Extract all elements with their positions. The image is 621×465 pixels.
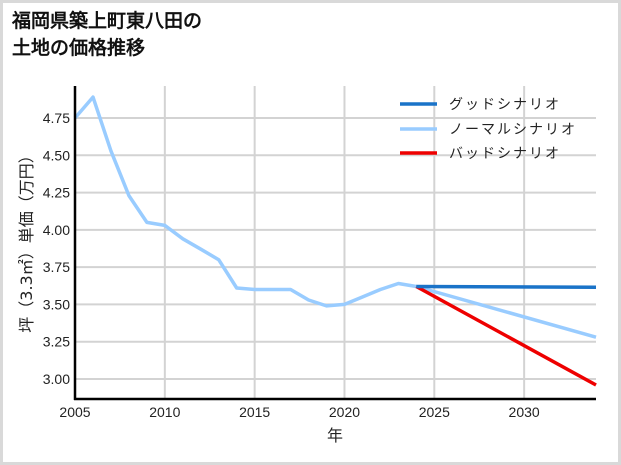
y-tick-label: 4.75	[43, 110, 70, 126]
series-line-1	[73, 95, 597, 339]
x-tick-label: 2005	[59, 404, 90, 420]
legend-label: グッドシナリオ	[449, 97, 561, 113]
y-tick-label: 4.00	[43, 222, 70, 238]
series-line-0	[416, 284, 597, 290]
legend-label: ノーマルシナリオ	[449, 122, 577, 138]
y-tick-label: 3.25	[43, 334, 70, 350]
chart-title: 福岡県築上町東八田の 土地の価格推移	[12, 8, 202, 62]
x-tick-label: 2010	[149, 404, 180, 420]
tick-labels: 3.00 3.25 3.50 3.75 4.00 4.25 4.50 4.75 2005 2010…	[43, 110, 540, 420]
x-axis-label: 年	[327, 426, 343, 445]
x-tick-label: 2030	[509, 404, 540, 420]
legend-label: バッドシナリオ	[449, 146, 561, 162]
axes	[73, 86, 596, 401]
x-tick-label: 2015	[239, 404, 270, 420]
data-series	[73, 95, 597, 387]
series-line-2	[415, 284, 597, 387]
x-tick-label: 2025	[419, 404, 450, 420]
y-tick-label: 4.50	[43, 147, 70, 163]
y-tick-label: 4.25	[43, 185, 70, 201]
y-tick-label: 3.75	[43, 259, 70, 275]
y-tick-label: 3.50	[43, 296, 70, 312]
y-axis-label: 坪（3.3㎡）単価（万円）	[17, 147, 36, 332]
chart-title-line2: 土地の価格推移	[12, 37, 146, 59]
x-tick-label: 2020	[329, 404, 360, 420]
y-tick-label: 3.00	[43, 371, 70, 387]
chart-title-line1: 福岡県築上町東八田の	[12, 10, 203, 32]
